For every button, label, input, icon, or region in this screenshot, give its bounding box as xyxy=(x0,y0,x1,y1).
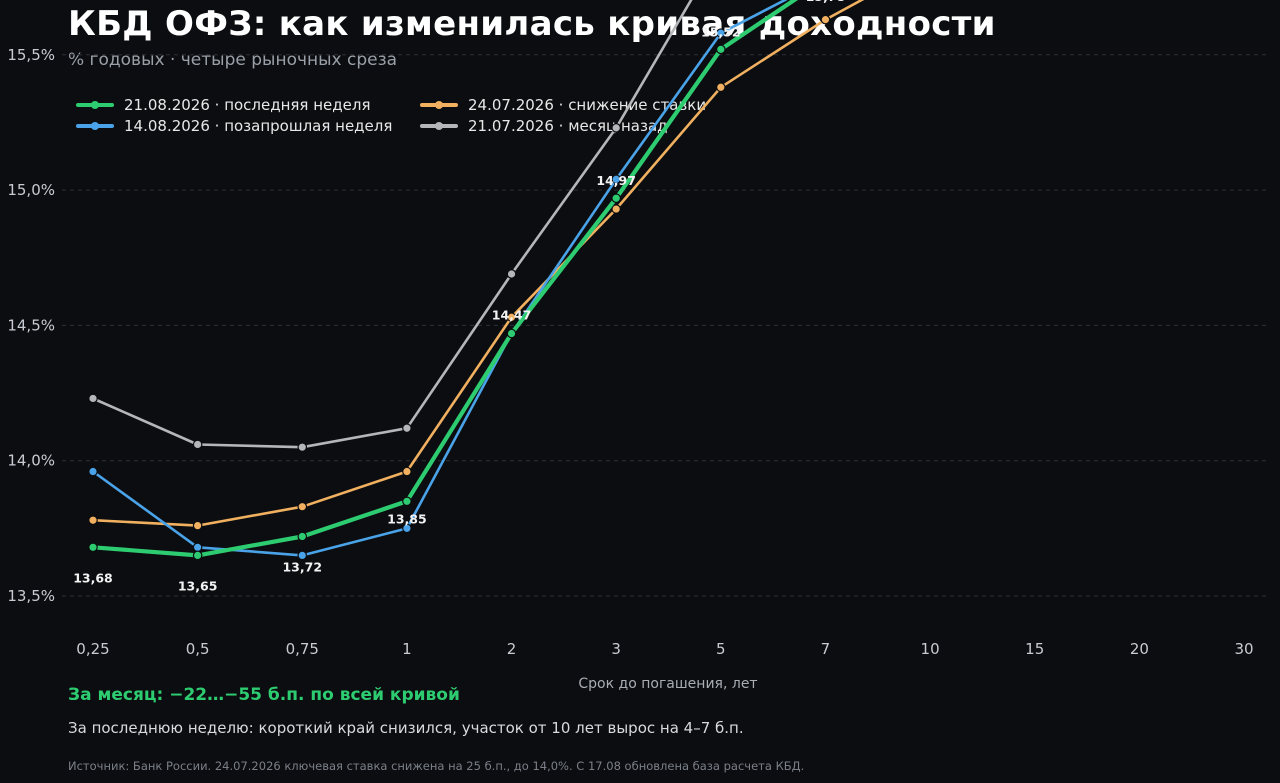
series-point xyxy=(402,523,412,534)
series-point xyxy=(297,501,308,512)
series-line xyxy=(90,0,799,558)
y-tick-label: 15,0% xyxy=(7,181,55,199)
y-tick-label: 15,5% xyxy=(7,46,55,64)
series-point xyxy=(716,82,726,93)
legend-swatch-green xyxy=(76,101,114,109)
x-tick-label: 0,75 xyxy=(286,640,319,658)
x-tick-label: 0,5 xyxy=(186,640,210,658)
series-point xyxy=(716,28,726,38)
data-label: 13,85 xyxy=(387,511,427,526)
x-tick-label: 30 xyxy=(1234,640,1253,658)
legend-label: 21.08.2026 · последняя неделя xyxy=(124,96,371,114)
source-note: Источник: Банк России. 24.07.2026 ключев… xyxy=(68,759,805,773)
series-line xyxy=(91,0,865,527)
data-label: 13,65 xyxy=(178,578,218,593)
series-point xyxy=(716,44,726,55)
series-point xyxy=(297,442,308,452)
series-point xyxy=(820,14,831,25)
legend-label: 14.08.2026 · позапрошлая неделя xyxy=(124,117,393,135)
weekly-note: За последнюю неделю: короткий край снизи… xyxy=(68,719,744,737)
legend-label: 24.07.2026 · снижение ставки xyxy=(468,96,707,114)
data-label: 13,68 xyxy=(73,570,113,585)
y-tick-label: 13,5% xyxy=(7,587,55,605)
data-label: 14,47 xyxy=(492,308,532,323)
legend-swatch-orange xyxy=(420,101,458,109)
x-tick-label: 20 xyxy=(1130,640,1149,658)
series-line xyxy=(91,0,693,449)
series-point xyxy=(506,269,517,279)
series-point xyxy=(402,423,412,434)
x-tick-label: 10 xyxy=(921,640,940,658)
series-point xyxy=(611,204,621,214)
y-tick-label: 14,5% xyxy=(7,316,55,334)
legend-item-week-before: 14.08.2026 · позапрошлая неделя xyxy=(76,117,420,135)
legend-item-latest-week: 21.08.2026 · последняя неделя xyxy=(76,96,420,114)
x-tick-label: 7 xyxy=(821,640,831,658)
x-tick-label: 1 xyxy=(402,640,412,658)
yield-curve-chart: 13,5%14,0%14,5%15,0%15,5%16,0%16,5%0,250… xyxy=(7,0,1270,692)
series-point xyxy=(88,393,98,404)
series-point xyxy=(88,466,98,477)
series-point xyxy=(506,312,517,323)
series-point xyxy=(192,520,203,531)
data-label: 15,78 xyxy=(806,0,846,4)
data-label: 13,72 xyxy=(282,559,322,574)
series-line xyxy=(91,0,788,557)
x-tick-label: 3 xyxy=(611,640,621,658)
x-tick-label: 0,25 xyxy=(76,640,109,658)
series-point xyxy=(506,328,517,339)
series-point xyxy=(88,542,98,553)
series-point xyxy=(611,193,621,204)
series-point xyxy=(611,174,621,185)
series-point xyxy=(192,550,203,561)
legend-item-rate-cut: 24.07.2026 · снижение ставки xyxy=(420,96,720,114)
series-point xyxy=(192,542,203,553)
x-tick-label: 15 xyxy=(1025,640,1044,658)
series-point xyxy=(192,439,203,450)
series-point xyxy=(297,550,308,561)
y-tick-label: 14,0% xyxy=(7,452,55,470)
series-point xyxy=(402,496,412,507)
series-point xyxy=(402,466,412,477)
legend-swatch-gray xyxy=(420,122,458,130)
data-label: 14,97 xyxy=(596,173,636,188)
series-point xyxy=(297,531,308,542)
series-point xyxy=(88,515,98,526)
legend-swatch-blue xyxy=(76,122,114,130)
x-tick-label: 5 xyxy=(716,640,726,658)
headline-summary: За месяц: −22…−55 б.п. по всей кривой xyxy=(68,685,460,705)
data-label: 15,52 xyxy=(701,24,741,39)
x-tick-label: 2 xyxy=(507,640,517,658)
x-axis-label: Срок до погашения, лет xyxy=(578,676,757,692)
series-point xyxy=(611,123,621,133)
